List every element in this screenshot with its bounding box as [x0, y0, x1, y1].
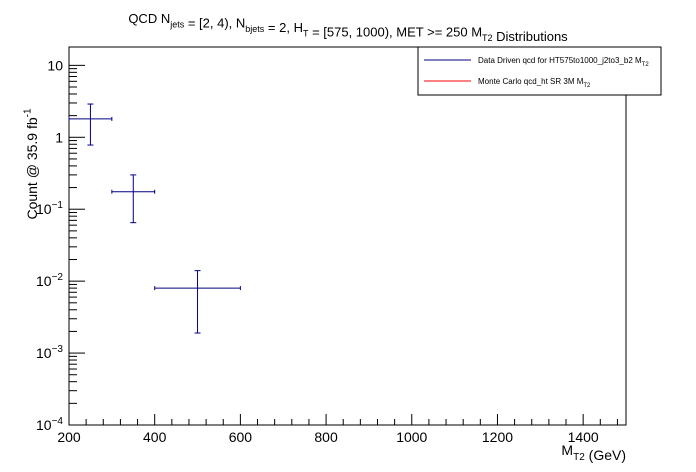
y-tick-label: 10−3 — [36, 344, 63, 361]
legend-label: Data Driven qcd for HT575to1000_j2to3_b2… — [478, 56, 649, 68]
y-tick-label: 1 — [55, 129, 63, 145]
plot-frame — [68, 46, 627, 426]
x-tick-label: 600 — [229, 429, 253, 445]
x-tick-label: 200 — [57, 429, 81, 445]
data-points — [68, 103, 241, 334]
y-tick-label: 10−4 — [36, 416, 63, 433]
y-tick-label: 10 — [47, 57, 63, 73]
legend-label: Monte Carlo qcd_ht SR 3M MT2 — [478, 77, 591, 89]
data-point — [154, 270, 241, 334]
y-axis: 10 1 10−1 10−2 10−3 10−4 — [36, 57, 85, 433]
x-tick-label: 400 — [143, 429, 167, 445]
y-tick-label: 10−1 — [36, 200, 63, 217]
x-tick-label: 1000 — [396, 429, 427, 445]
data-point — [68, 103, 113, 146]
legend: Data Driven qcd for HT575to1000_j2to3_b2… — [417, 46, 662, 96]
y-tick-label: 10−2 — [36, 272, 63, 289]
x-tick-label: 1200 — [482, 429, 513, 445]
x-tick-label: 800 — [314, 429, 338, 445]
data-point — [111, 174, 156, 224]
x-axis: 200 400 600 800 1000 1200 1400 — [57, 414, 618, 445]
x-axis-label: MT2 (GeV) — [561, 442, 626, 463]
y-axis-label: Count @ 35.9 fb-1 — [23, 108, 40, 220]
x-tick-label: 1400 — [568, 429, 599, 445]
legend-box — [417, 46, 662, 96]
chart-title: QCD Njets = [2, 4), Nbjets = 2, HT = [57… — [128, 11, 568, 44]
